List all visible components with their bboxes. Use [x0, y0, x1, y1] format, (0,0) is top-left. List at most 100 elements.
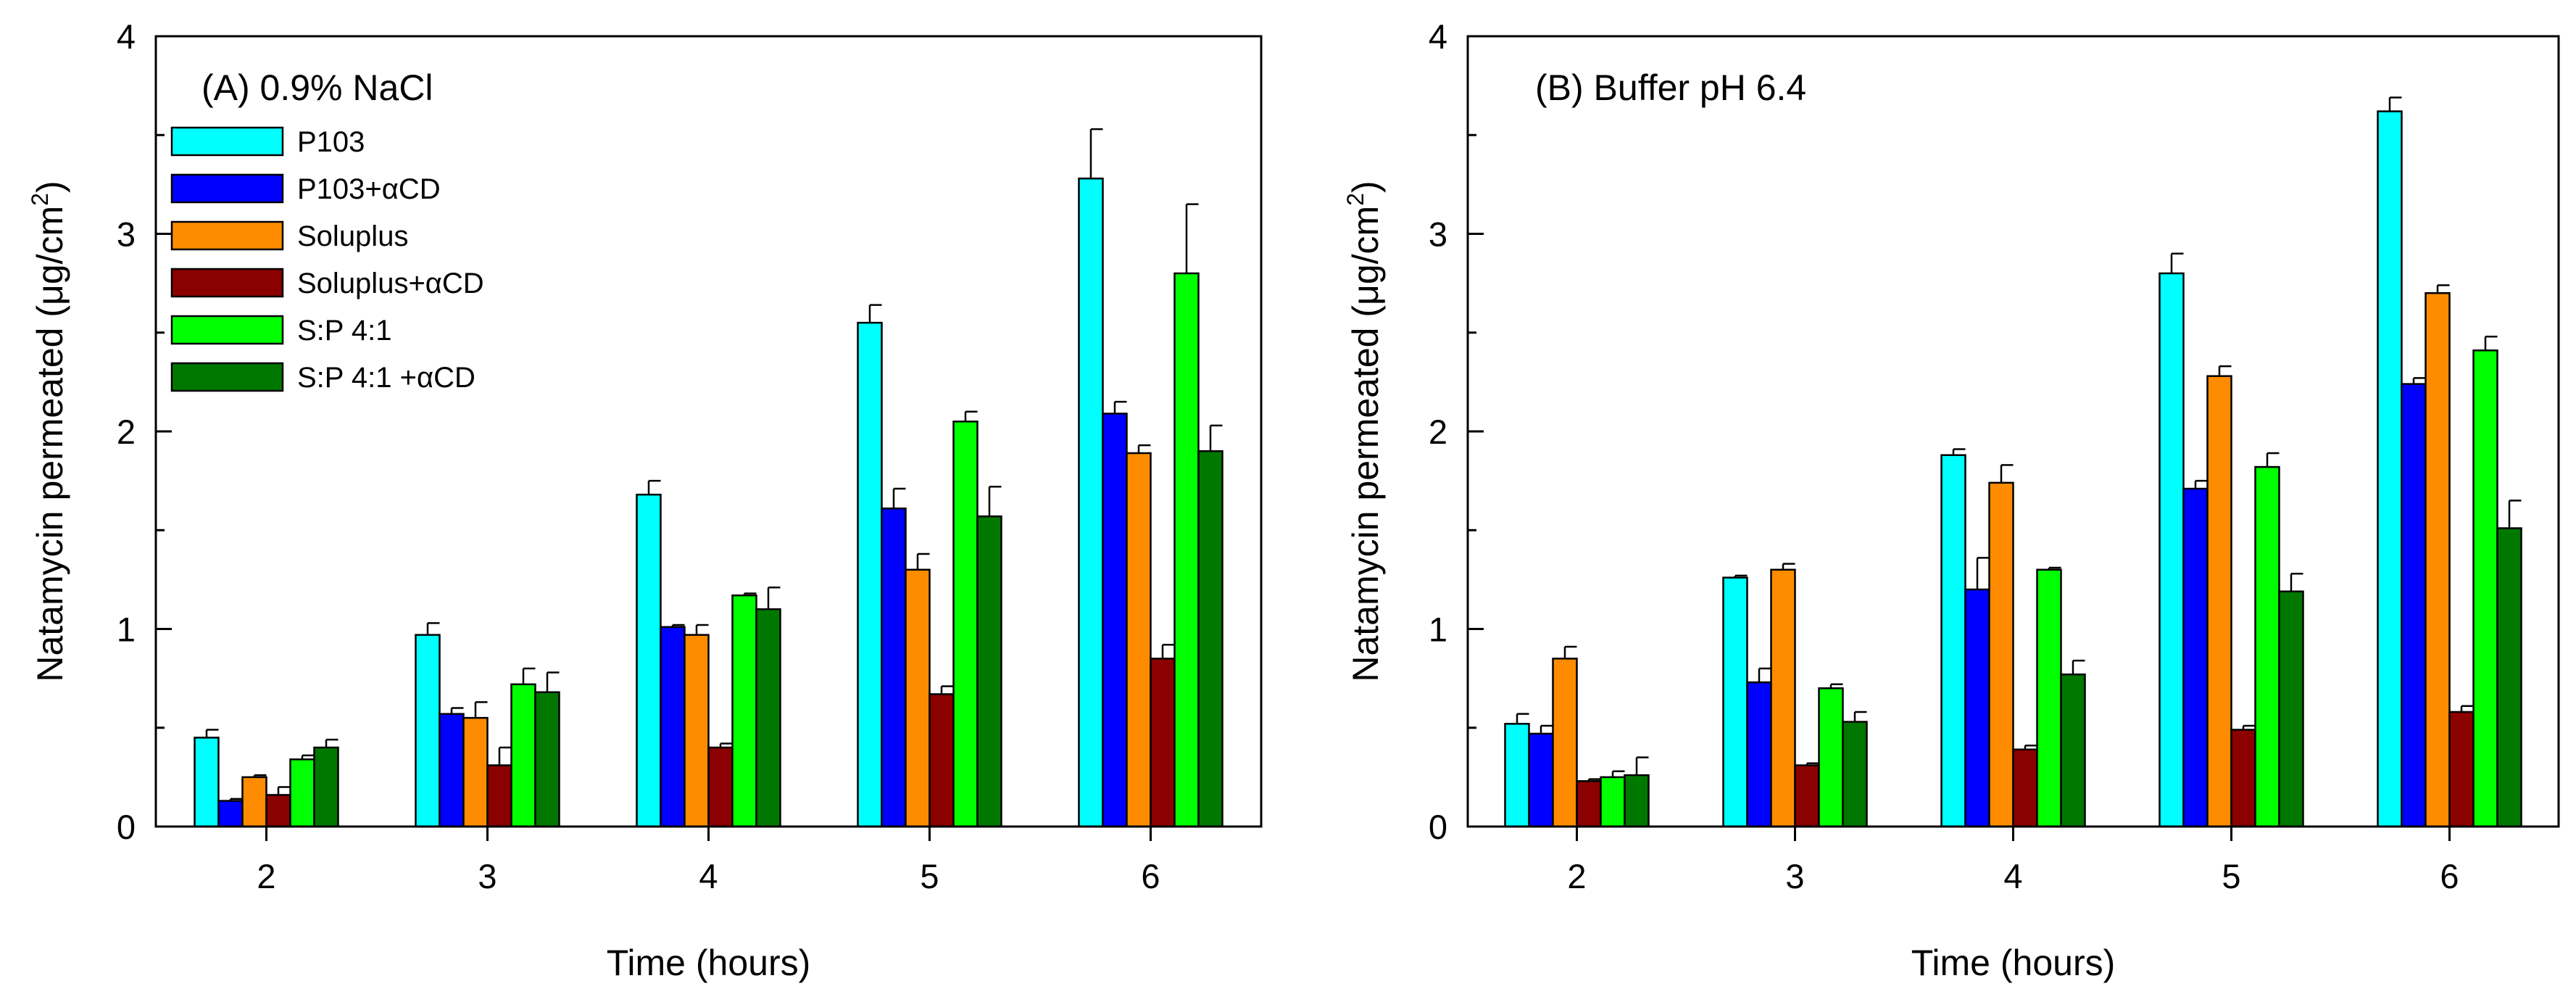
legend-label: P103+αCD — [297, 173, 441, 205]
bar-p103-cd-t6 — [1102, 413, 1128, 828]
x-tick-label: 5 — [920, 857, 939, 895]
x-axis-title: Time (hours) — [1911, 943, 2116, 983]
bar-p103-cd-t2 — [217, 800, 244, 828]
x-tick-label: 3 — [478, 857, 496, 895]
x-tick-label: 6 — [2440, 857, 2459, 895]
legend-label: Soluplus+αCD — [297, 268, 484, 299]
bar-p103-cd-t6 — [2401, 383, 2427, 828]
bar-s-p-4-1-cd-t6 — [2496, 527, 2522, 828]
x-tick-label: 6 — [1141, 857, 1160, 895]
bar-s-p-4-1-cd-t6 — [1197, 450, 1223, 828]
bar-s-p-4-1-t2 — [1600, 776, 1626, 828]
bar-s-p-4-1-cd-t5 — [2278, 590, 2304, 828]
bar-soluplus-cd-t6 — [1150, 658, 1176, 828]
legend-label: Soluplus — [297, 220, 408, 252]
y-tick-label: 2 — [117, 413, 136, 451]
bar-s-p-4-1-cd-t4 — [2060, 673, 2086, 828]
bar-p103-cd-t5 — [881, 508, 907, 828]
bar-soluplus-t3 — [1770, 568, 1796, 828]
bar-p103-t2 — [194, 737, 220, 828]
y-tick-label: 2 — [1429, 413, 1447, 451]
y-tick-label: 4 — [1429, 17, 1447, 56]
bar-s-p-4-1-cd-t2 — [313, 746, 339, 828]
x-tick-label: 2 — [1567, 857, 1586, 895]
bar-s-p-4-1-t3 — [510, 683, 536, 828]
bar-soluplus-cd-t2 — [265, 794, 291, 828]
bar-s-p-4-1-cd-t3 — [534, 691, 560, 828]
legend-swatch — [170, 173, 284, 204]
bar-p103-cd-t5 — [2182, 487, 2209, 828]
bar-s-p-4-1-cd-t2 — [1624, 774, 1650, 828]
bar-soluplus-t2 — [241, 776, 267, 828]
bar-soluplus-cd-t4 — [707, 746, 734, 828]
bar-s-p-4-1-cd-t4 — [755, 608, 781, 828]
bar-soluplus-t5 — [905, 568, 931, 828]
y-tick-label: 4 — [117, 17, 136, 56]
legend-label: P103 — [297, 126, 365, 158]
bar-s-p-4-1-cd-t3 — [1842, 721, 1868, 828]
legend-label: S:P 4:1 — [297, 315, 391, 347]
y-tick-label: 0 — [1429, 808, 1447, 846]
y-tick-label: 3 — [1429, 215, 1447, 254]
bar-soluplus-cd-t5 — [928, 693, 955, 828]
x-axis-title: Time (hours) — [607, 943, 811, 983]
x-tick-label: 2 — [257, 857, 275, 895]
legend-swatch — [170, 268, 284, 298]
legend-swatch — [170, 220, 284, 251]
x-tick-label: 4 — [2003, 857, 2022, 895]
bar-p103-t3 — [1722, 576, 1748, 828]
bar-soluplus-cd-t2 — [1576, 780, 1602, 828]
bar-s-p-4-1-t4 — [731, 594, 757, 828]
bar-p103-t3 — [415, 634, 441, 828]
x-tick-label: 3 — [1785, 857, 1804, 895]
bar-soluplus-t6 — [2425, 292, 2451, 828]
bar-s-p-4-1-t5 — [952, 421, 979, 828]
bar-soluplus-cd-t5 — [2230, 729, 2256, 828]
legend: P103 P103+αCD Soluplus Soluplus+αCD S:P 4:1 S… — [170, 126, 484, 394]
bar-p103-cd-t3 — [439, 713, 465, 828]
x-tick-label: 4 — [699, 857, 718, 895]
bar-soluplus-cd-t3 — [1794, 764, 1820, 828]
bar-p103-t6 — [1078, 177, 1104, 828]
panel-b-buffer-ph-6.4: 0 1 2 3 4 2 3 4 5 6 Time (hours) Natamycin permeate… — [1342, 17, 2560, 983]
bar-p103-cd-t2 — [1528, 732, 1554, 828]
bar-soluplus-cd-t4 — [2012, 748, 2038, 828]
bar-p103-cd-t4 — [660, 626, 686, 828]
bar-soluplus-t5 — [2206, 375, 2232, 828]
y-tick-label: 0 — [117, 808, 136, 846]
bar-soluplus-t4 — [1988, 481, 2014, 828]
bar-s-p-4-1-t5 — [2254, 465, 2280, 828]
bar-p103-t5 — [857, 321, 883, 828]
bar-p103-cd-t4 — [1964, 588, 1990, 828]
bar-soluplus-cd-t6 — [2448, 711, 2475, 828]
bar-p103-cd-t3 — [1746, 681, 1772, 828]
y-tick-label: 1 — [1429, 610, 1447, 649]
panel-label: (B) Buffer pH 6.4 — [1535, 67, 1806, 108]
bar-soluplus-t2 — [1552, 658, 1578, 828]
bar-p103-t5 — [2159, 272, 2185, 828]
y-tick-label: 1 — [117, 610, 136, 649]
bar-p103-t4 — [1940, 454, 1966, 828]
bar-s-p-4-1-t2 — [289, 758, 315, 828]
bar-s-p-4-1-t6 — [1173, 272, 1200, 828]
y-axis-title: Natamycin permeated (μg/cm2) — [1342, 181, 1386, 682]
y-axis-title: Natamycin permeated (μg/cm2) — [27, 181, 70, 682]
bar-p103-t2 — [1504, 723, 1530, 828]
bar-soluplus-t3 — [462, 716, 489, 828]
legend-swatch — [170, 126, 284, 157]
bar-s-p-4-1-t6 — [2472, 349, 2498, 828]
bar-p103-t6 — [2377, 110, 2403, 828]
bar-s-p-4-1-t4 — [2036, 568, 2062, 828]
legend-swatch — [170, 315, 284, 345]
legend-label: S:P 4:1 +αCD — [297, 362, 475, 394]
bar-s-p-4-1-cd-t5 — [976, 515, 1002, 828]
bar-soluplus-t6 — [1126, 452, 1152, 828]
x-tick-label: 5 — [2222, 857, 2240, 895]
bar-s-p-4-1-t3 — [1818, 687, 1844, 828]
panel-a-0.9-percent-nacl: 0 1 2 3 4 2 3 4 5 6 Time (hours) Natamycin permeate… — [27, 17, 1263, 983]
bar-p103-t4 — [636, 493, 662, 828]
panel-label: (A) 0.9% NaCl — [201, 67, 433, 108]
y-tick-label: 3 — [117, 215, 136, 254]
bar-soluplus-cd-t3 — [486, 764, 512, 828]
